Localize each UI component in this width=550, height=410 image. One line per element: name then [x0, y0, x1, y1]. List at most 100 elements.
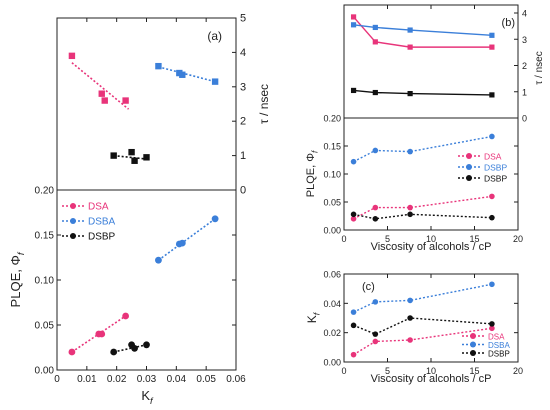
legend-marker — [466, 175, 472, 181]
fit-line — [113, 344, 147, 353]
y-axis-title: PLQE, Φf — [305, 150, 319, 197]
data-point — [110, 152, 117, 159]
series-line — [353, 327, 492, 356]
data-point — [110, 348, 118, 356]
x-tick-label: 0 — [341, 234, 346, 244]
x-tick-label: 5 — [385, 234, 390, 244]
legend-label: DSA — [488, 333, 505, 342]
legend-label: DSA — [484, 152, 502, 162]
y-axis-title-group: τ / nsec — [534, 51, 545, 84]
data-point — [178, 239, 186, 247]
panel-label: (b) — [502, 17, 515, 29]
fit-line — [157, 218, 216, 261]
legend-marker — [466, 153, 472, 159]
data-point — [372, 204, 379, 211]
x-tick-label: 10 — [426, 366, 436, 376]
x-tick-label: 0 — [341, 366, 346, 376]
data-point — [98, 90, 105, 97]
y-tick-label: 2 — [522, 61, 527, 71]
y-axis-title-subscript: f — [312, 311, 322, 315]
data-point — [372, 331, 379, 337]
x-tick-label: 10 — [426, 234, 436, 244]
panel-a-frame — [56, 17, 237, 371]
y-tick-label: 3 — [240, 81, 246, 93]
fit-line — [113, 154, 147, 160]
legend-label: DSBP — [488, 350, 510, 359]
legend-label: DSBP — [484, 163, 507, 173]
y-axis-title-group: Kf — [305, 311, 322, 323]
y-tick-label: 0.15 — [323, 142, 341, 152]
x-tick-label: 20 — [513, 366, 523, 376]
y-tick-label: 1 — [522, 87, 527, 97]
x-axis-title-group: Kf — [141, 388, 154, 406]
data-point — [489, 214, 495, 221]
legend-label: DSBP — [88, 232, 116, 243]
y-axis-title-text: τ / nsec — [257, 84, 271, 124]
y-axis-title-text: PLQE, Φ — [305, 153, 317, 197]
y-tick-label: 0.05 — [323, 198, 341, 208]
y-tick-label: 1 — [240, 150, 246, 162]
y-axis-title: τ / nsec — [534, 51, 545, 84]
y-axis-title: τ / nsec — [257, 84, 271, 124]
y-tick-label: 0.20 — [35, 186, 55, 197]
data-point — [407, 297, 413, 304]
y-tick-label: 0 — [240, 185, 246, 197]
legend-marker — [470, 350, 476, 356]
data-point — [155, 256, 162, 264]
y-axis-title-subscript: f — [310, 150, 319, 153]
data-point — [350, 158, 357, 165]
legend-label: DSBP — [484, 174, 507, 184]
data-point — [101, 97, 108, 104]
x-axis-title-subscript: f — [150, 396, 154, 406]
panel-label: (a) — [207, 29, 222, 43]
data-point — [179, 71, 186, 78]
y-tick-label: 0.00 — [35, 366, 55, 377]
data-point — [155, 62, 162, 70]
data-point — [489, 281, 495, 288]
legend-marker — [70, 233, 76, 239]
data-point — [350, 14, 357, 20]
y-tick-label: 4 — [240, 47, 246, 59]
legend-marker — [470, 341, 476, 348]
y-tick-label: 0.04 — [323, 299, 341, 309]
data-point — [372, 147, 379, 154]
x-axis-title: Viscosity of alcohols / cP — [371, 373, 492, 385]
y-tick-label: 0.00 — [323, 226, 341, 236]
series-line — [353, 283, 493, 313]
fit-line — [158, 66, 216, 83]
data-point — [372, 24, 378, 31]
legend-label: DSA — [88, 202, 109, 213]
data-point — [350, 351, 357, 358]
x-tick-label: 0.03 — [137, 374, 157, 385]
data-point — [68, 52, 76, 60]
y-axis-title-group: τ / nsec — [257, 84, 271, 124]
x-tick-label: 20 — [513, 234, 523, 244]
data-point — [350, 22, 357, 28]
legend-marker — [70, 218, 76, 224]
data-point — [98, 330, 106, 338]
data-point — [350, 216, 357, 222]
x-tick-label: 0.05 — [196, 374, 216, 385]
data-point — [131, 345, 138, 352]
x-tick-label: 0 — [54, 374, 60, 385]
x-axis-title: Viscosity of alcohols / cP — [371, 241, 492, 253]
y-axis-title: PLQE, Φf — [8, 251, 26, 307]
data-point — [122, 97, 129, 104]
data-point — [407, 204, 413, 211]
x-axis-title-text: K — [141, 388, 150, 403]
data-point — [372, 338, 379, 345]
data-point — [372, 39, 378, 45]
y-tick-label: 0.10 — [323, 170, 341, 180]
data-point — [143, 341, 150, 349]
y-axis-title-text: τ / nsec — [534, 51, 545, 84]
series-line — [353, 195, 492, 220]
data-point — [489, 325, 495, 332]
x-tick-label: 0.02 — [107, 374, 127, 385]
data-point — [372, 299, 379, 305]
data-point — [128, 148, 135, 156]
series-line — [353, 135, 493, 163]
data-point — [489, 32, 495, 38]
series-line — [353, 24, 492, 37]
y-tick-label: 0.06 — [323, 270, 341, 280]
y-tick-label: 0 — [522, 114, 527, 124]
